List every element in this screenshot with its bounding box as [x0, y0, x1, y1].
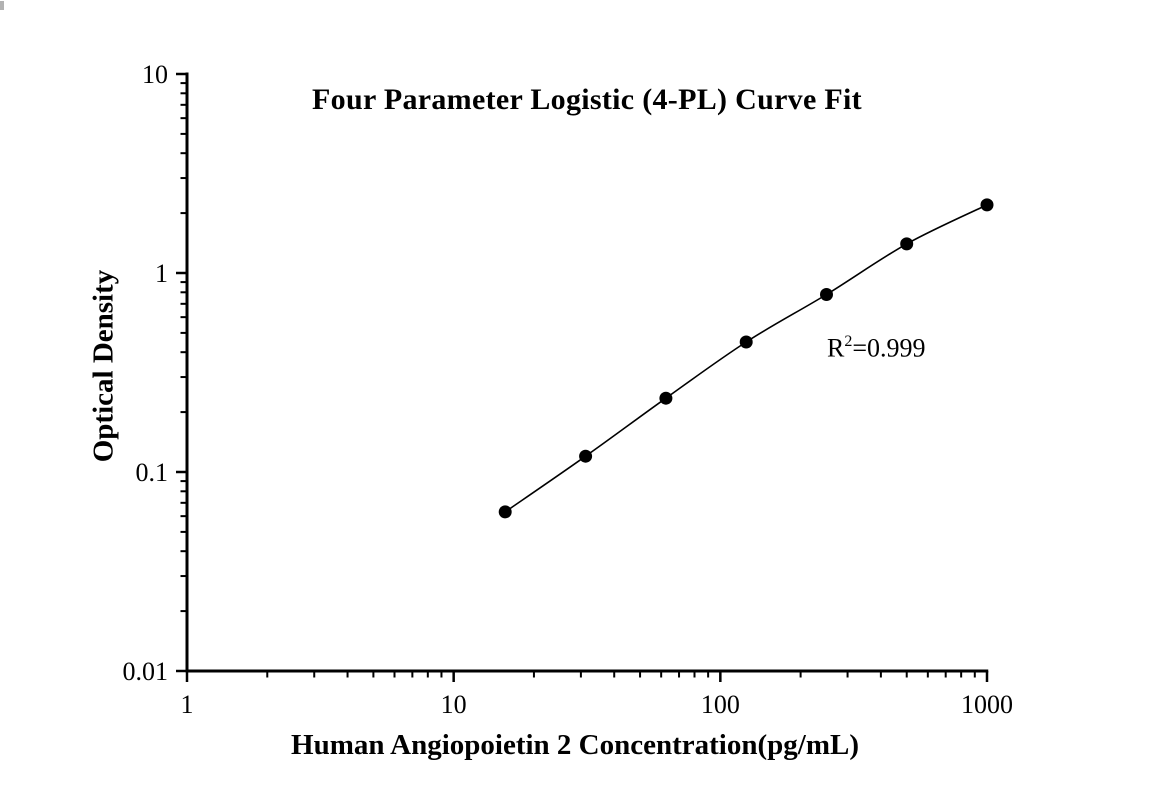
y-tick-label: 10 [142, 60, 168, 89]
data-point-marker [579, 449, 593, 463]
data-point-marker [498, 505, 512, 519]
y-tick-label: 0.1 [136, 458, 169, 487]
r-squared-base: R [827, 333, 845, 363]
y-tick-label: 0.01 [123, 657, 169, 686]
x-tick-label: 1 [181, 690, 194, 719]
x-axis-title: Human Angiopoietin 2 Concentration(pg/mL… [291, 729, 859, 761]
x-tick-label: 10 [441, 690, 467, 719]
data-point-marker [820, 288, 833, 301]
chart-title: Four Parameter Logistic (4-PL) Curve Fit [312, 83, 862, 116]
scan-artifact [0, 1, 4, 10]
x-tick-label: 100 [701, 690, 740, 719]
y-tick-label: 1 [155, 259, 168, 288]
data-point-marker [980, 198, 994, 212]
data-point-marker [739, 335, 753, 349]
data-point-marker [900, 237, 914, 251]
x-tick-label: 1000 [961, 690, 1013, 719]
r-squared-annotation: R2=0.999 [827, 329, 926, 363]
r-squared-sup: 2 [844, 333, 853, 350]
y-axis-title: Optical Density [87, 269, 120, 463]
data-point-marker [659, 391, 673, 405]
r-squared-value: =0.999 [852, 333, 926, 363]
